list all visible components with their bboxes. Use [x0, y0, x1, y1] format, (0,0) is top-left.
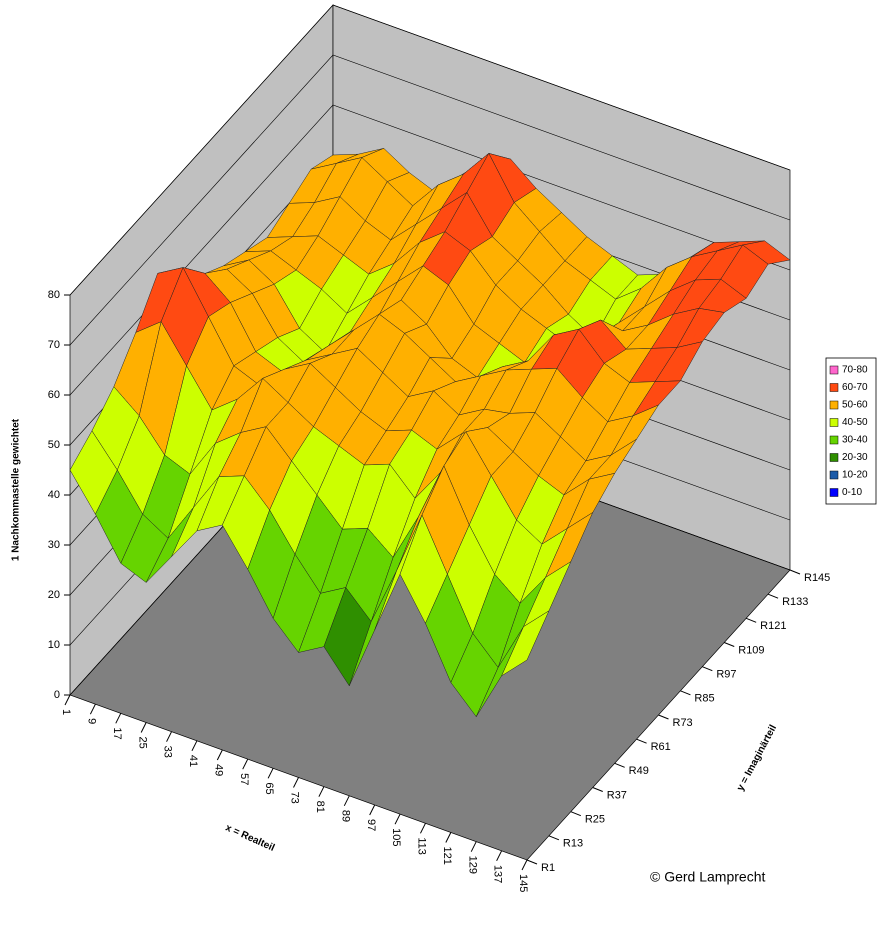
legend-swatch [829, 453, 839, 462]
legend-label: 50-60 [842, 400, 868, 411]
legend-label: 60-70 [842, 382, 868, 393]
x-tick-label: 121 [441, 847, 453, 865]
x-tick-label: 113 [416, 837, 428, 855]
x-axis-tick [242, 758, 249, 770]
z-tick-label: 0 [54, 689, 60, 701]
grid-line [69, 54, 791, 346]
x-axis-tick [419, 823, 426, 834]
x-tick-label: 105 [390, 828, 402, 846]
x-tick-label: 41 [187, 755, 199, 767]
legend-swatch [829, 418, 839, 427]
y-tick-label: R121 [760, 620, 786, 632]
y-axis-tick [548, 835, 560, 841]
y-tick-label: R85 [694, 693, 714, 705]
legend-swatch [829, 400, 839, 410]
surface-patch [501, 610, 550, 677]
x-axis-tick [521, 859, 528, 871]
legend-label: 30-40 [842, 435, 868, 446]
x-axis-tick [293, 777, 299, 788]
y-tick-label: R109 [738, 644, 764, 656]
z-axis-title: 1 Nachkommastelle gewichtet [11, 418, 22, 561]
legend-swatch [829, 435, 839, 445]
legend-label: 20-30 [842, 452, 868, 463]
x-tick-label: 25 [136, 737, 148, 749]
y-axis-tick [636, 738, 647, 744]
x-tick-label: 33 [162, 746, 174, 758]
y-axis-tick [570, 811, 582, 817]
legend-label: 0-10 [842, 487, 862, 498]
legend-swatch [829, 470, 839, 480]
x-axis-tick [496, 850, 503, 862]
x-tick-label: 89 [339, 810, 351, 822]
legend: 70-80 60-70 50-60 40-50 30-40 20-30 10-20 0-10 [829, 365, 868, 498]
x-tick-label: 49 [212, 764, 224, 776]
x-axis-tick [369, 804, 376, 816]
legend-swatch [829, 488, 839, 497]
x-tick-label: 97 [365, 819, 377, 831]
y-axis-tick [745, 617, 757, 623]
y-axis-tick [724, 642, 735, 647]
y-tick-label: R97 [716, 669, 736, 681]
legend-box [825, 357, 877, 505]
z-tick-label: 40 [48, 489, 60, 501]
y-tick-label: R133 [782, 596, 808, 608]
grid-line [69, 4, 791, 296]
y-axis-tick [526, 859, 538, 865]
y-tick-label: R49 [629, 765, 649, 777]
x-axis-tick [343, 795, 350, 807]
x-tick-label: 81 [314, 801, 326, 813]
legend-swatch [829, 365, 839, 375]
x-tick-label: 73 [289, 792, 301, 804]
y-axis-tick [702, 666, 713, 672]
y-tick-label: R25 [585, 814, 605, 826]
y-axis-tick [789, 569, 801, 575]
x-axis-tick [191, 740, 198, 752]
x-axis-tick [64, 694, 71, 706]
x-tick-label: 57 [238, 773, 250, 785]
axes: 0 10 20 30 40 50 60 70 80 1 9 17 25 33 41 49 57 65 73 81 89 9… [48, 289, 831, 892]
legend-swatch [829, 383, 839, 392]
x-tick-label: 145 [517, 874, 529, 892]
x-axis-tick [470, 841, 477, 852]
credit: © Gerd Lamprecht [650, 869, 765, 885]
z-tick-label: 60 [48, 389, 60, 401]
y-tick-label: R73 [673, 717, 693, 729]
x-tick-label: 1 [60, 709, 72, 715]
z-tick-label: 10 [48, 639, 60, 651]
z-tick-label: 20 [48, 589, 60, 601]
x-tick-label: 129 [466, 856, 478, 874]
x-tick-label: 17 [111, 727, 123, 739]
y-tick-label: R145 [804, 572, 830, 584]
y-tick-label: R61 [651, 741, 671, 753]
x-axis-tick [216, 749, 223, 761]
legend-label: 70-80 [842, 365, 868, 376]
x-axis-tick [267, 768, 274, 779]
x-axis-tick [318, 786, 325, 797]
legend-label: 40-50 [842, 417, 868, 428]
z-tick-label: 50 [48, 439, 60, 451]
y-axis-tick [614, 762, 625, 768]
y-tick-label: R37 [607, 789, 627, 801]
y-tick-label: R1 [541, 862, 555, 874]
y-axis-tick [592, 787, 603, 792]
y-axis-tick [658, 714, 669, 720]
z-tick-label: 30 [48, 539, 60, 551]
x-axis-tick [115, 713, 122, 724]
x-tick-label: 137 [492, 865, 504, 883]
x-tick-label: 65 [263, 782, 275, 794]
x-axis-tick [166, 731, 173, 742]
legend-label: 10-20 [842, 470, 868, 481]
x-axis-tick [394, 813, 401, 825]
x-axis-tick [140, 722, 147, 733]
x-axis-tick [89, 703, 96, 715]
y-axis-tick [767, 593, 779, 599]
x-tick-label: 9 [85, 718, 97, 724]
x-axis-tick [445, 832, 452, 843]
y-axis-tick [680, 690, 691, 696]
y-tick-label: R13 [563, 838, 583, 850]
z-tick-label: 70 [48, 339, 60, 351]
surface [69, 148, 791, 717]
z-tick-label: 80 [48, 289, 60, 301]
